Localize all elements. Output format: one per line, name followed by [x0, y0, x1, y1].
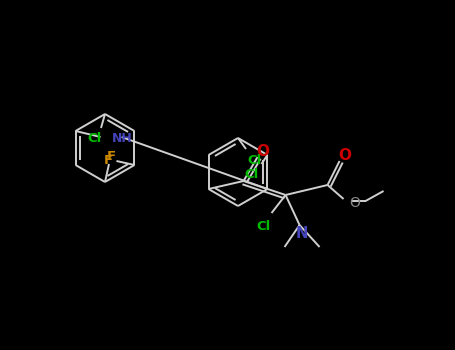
Text: Cl: Cl — [88, 133, 102, 146]
Text: O: O — [349, 196, 360, 210]
Text: Cl: Cl — [247, 154, 261, 167]
Text: N: N — [295, 225, 308, 240]
Text: NH: NH — [111, 132, 132, 145]
Text: F: F — [106, 150, 116, 163]
Text: Cl: Cl — [257, 219, 271, 232]
Text: O: O — [256, 144, 269, 159]
Text: O: O — [338, 147, 351, 162]
Text: F: F — [104, 154, 113, 168]
Text: Cl: Cl — [244, 168, 258, 182]
